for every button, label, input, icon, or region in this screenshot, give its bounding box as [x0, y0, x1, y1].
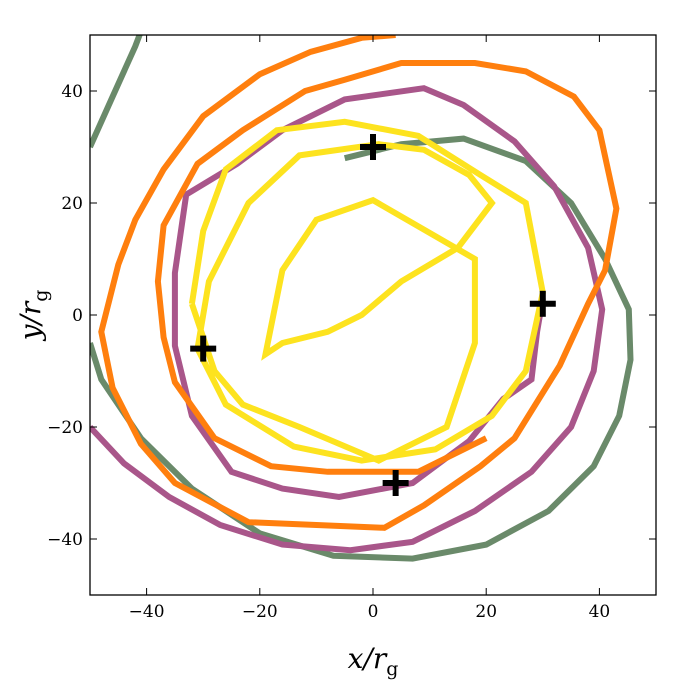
series-line-1: [90, 35, 143, 149]
series-layer: [90, 35, 634, 562]
plus-marker-0: [360, 134, 386, 160]
tick-layer: −40 −20 0 20 40 −40 −20 0 20 40: [47, 35, 656, 622]
x-tick-label: 20: [475, 602, 497, 622]
plus-marker-2: [190, 335, 217, 362]
y-tick-label: 40: [61, 82, 83, 102]
x-tick-label: −40: [129, 602, 165, 622]
plus-marker-3: [382, 470, 409, 496]
x-tick-label: 0: [368, 602, 379, 622]
series-line-3: [98, 35, 620, 531]
x-tick-label: 40: [589, 602, 611, 622]
y-tick-label: −40: [47, 530, 83, 550]
x-tick-label: −20: [242, 602, 278, 622]
series-line-2: [90, 85, 606, 554]
series-line-0: [90, 135, 634, 562]
y-tick-label: 20: [61, 194, 83, 214]
plus-marker-1: [529, 290, 556, 317]
y-tick-label: −20: [47, 418, 83, 438]
y-tick-label: 0: [72, 306, 83, 326]
marker-layer: [190, 134, 556, 496]
y-axis-label: y/rg: [14, 290, 52, 343]
x-axis-label: x/rg: [348, 642, 399, 680]
series-line-4: [188, 118, 546, 464]
